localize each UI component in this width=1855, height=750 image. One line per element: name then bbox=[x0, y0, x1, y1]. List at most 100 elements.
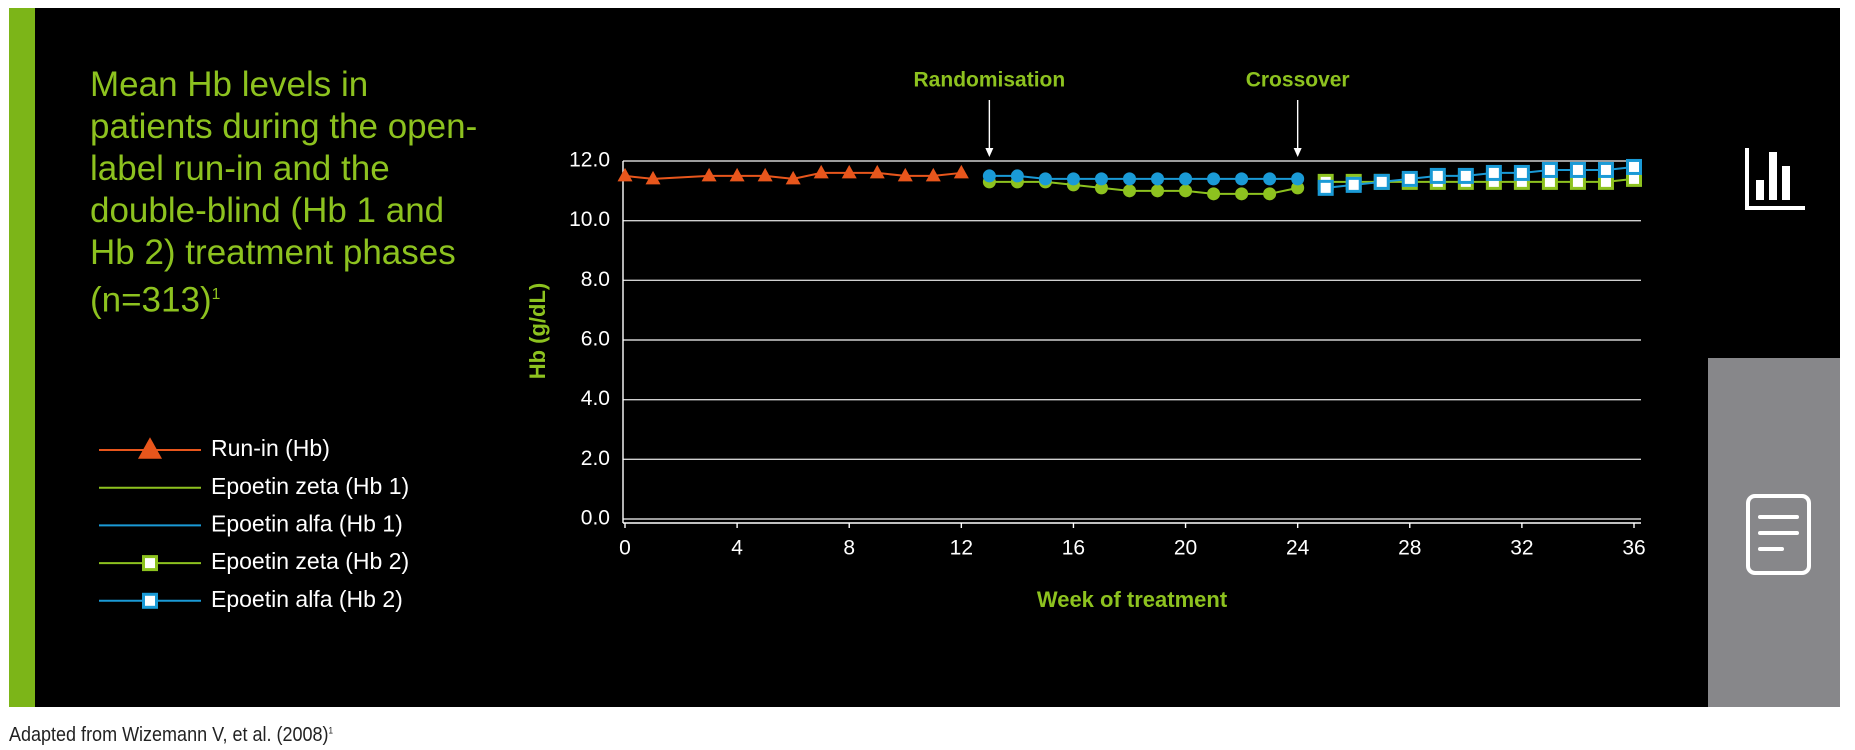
triangle-marker bbox=[897, 167, 913, 182]
triangle-marker bbox=[729, 167, 745, 182]
circle-marker bbox=[1151, 172, 1165, 186]
triangle-marker bbox=[813, 164, 829, 179]
series bbox=[617, 164, 969, 185]
title-sup: 1 bbox=[211, 286, 221, 303]
square-marker bbox=[1597, 161, 1614, 178]
series bbox=[982, 169, 1305, 186]
icon-part bbox=[1745, 206, 1805, 210]
circle-marker bbox=[1207, 172, 1221, 186]
circle-marker bbox=[1235, 187, 1249, 201]
series-line bbox=[989, 180, 1298, 195]
legend-label: Epoetin alfa (Hb 1) bbox=[211, 510, 403, 536]
circle-marker bbox=[1123, 172, 1136, 186]
series-line bbox=[1325, 177, 1635, 183]
square-marker bbox=[1513, 164, 1530, 181]
x-tick-label: 32 bbox=[1510, 537, 1533, 560]
square-marker bbox=[142, 555, 158, 572]
triangle-marker bbox=[869, 164, 885, 179]
triangle-marker bbox=[841, 164, 857, 179]
square-marker bbox=[1345, 176, 1362, 193]
footnote: Adapted from Wizemann V, et al. (2008)1 bbox=[9, 724, 333, 747]
circle-marker bbox=[1094, 181, 1108, 195]
y-axis-label: Hb (g/dL) bbox=[525, 283, 550, 380]
circle-marker bbox=[1179, 172, 1193, 186]
square-marker bbox=[1569, 161, 1586, 178]
icon-part bbox=[1746, 494, 1811, 575]
footnote-text: Adapted from Wizemann V, et al. (2008) bbox=[9, 724, 329, 746]
x-tick-label: 24 bbox=[1286, 537, 1310, 560]
x-axis-label: Week of treatment bbox=[1037, 587, 1228, 612]
x-tick-label: 8 bbox=[843, 537, 855, 560]
icon-part bbox=[1745, 148, 1749, 210]
circle-marker bbox=[1010, 169, 1024, 183]
legend-label: Epoetin alfa (Hb 2) bbox=[211, 586, 403, 612]
circle-marker bbox=[1235, 172, 1249, 186]
arrow-head bbox=[1293, 148, 1302, 157]
accent-stripe bbox=[9, 8, 35, 707]
document-icon[interactable] bbox=[1746, 494, 1811, 575]
y-tick-label: 10.0 bbox=[569, 208, 610, 231]
circle-marker bbox=[1263, 172, 1277, 186]
series-line bbox=[989, 174, 1298, 180]
square-marker bbox=[1373, 173, 1390, 190]
circle-marker bbox=[982, 169, 996, 183]
annotation: Randomisation bbox=[914, 69, 1066, 92]
x-tick-label: 28 bbox=[1398, 537, 1421, 560]
triangle-marker bbox=[757, 167, 773, 182]
icon-part bbox=[1769, 152, 1777, 200]
footnote-sup: 1 bbox=[328, 725, 334, 736]
square-marker bbox=[1541, 161, 1558, 178]
y-tick-label: 4.0 bbox=[581, 387, 610, 410]
circle-marker bbox=[1207, 187, 1221, 201]
x-tick-label: 16 bbox=[1062, 537, 1085, 560]
circle-marker bbox=[1123, 184, 1136, 198]
y-tick-label: 2.0 bbox=[581, 447, 610, 470]
x-tick-label: 12 bbox=[950, 537, 973, 560]
series bbox=[1317, 158, 1642, 196]
triangle-marker bbox=[645, 170, 661, 185]
x-tick-label: 20 bbox=[1174, 537, 1197, 560]
chart-icon[interactable] bbox=[1745, 148, 1805, 210]
square-marker bbox=[1317, 179, 1334, 196]
square-marker bbox=[142, 592, 158, 609]
circle-marker bbox=[1038, 172, 1052, 186]
series-line bbox=[1325, 165, 1635, 189]
circle-marker bbox=[1066, 172, 1080, 186]
x-tick-label: 0 bbox=[619, 537, 631, 560]
circle-marker bbox=[1291, 172, 1305, 186]
circle-marker bbox=[1179, 184, 1193, 198]
x-tick-label: 36 bbox=[1622, 537, 1645, 560]
circle-marker bbox=[1291, 181, 1305, 195]
square-marker bbox=[1626, 158, 1642, 175]
y-tick-label: 12.0 bbox=[569, 149, 610, 172]
x-tick-label: 4 bbox=[731, 537, 743, 560]
legend-label: Epoetin zeta (Hb 2) bbox=[211, 548, 409, 574]
y-tick-label: 8.0 bbox=[581, 268, 610, 291]
y-tick-label: 0.0 bbox=[581, 507, 610, 530]
legend-label: Run-in (Hb) bbox=[211, 435, 330, 461]
triangle-marker bbox=[138, 437, 162, 459]
square-marker bbox=[1401, 170, 1418, 187]
title-text: Mean Hb levels in patients during the op… bbox=[90, 65, 478, 320]
arrow-head bbox=[985, 148, 994, 157]
series-line bbox=[624, 171, 962, 180]
circle-marker bbox=[1151, 184, 1165, 198]
y-tick-label: 6.0 bbox=[581, 328, 610, 351]
square-marker bbox=[1429, 167, 1446, 184]
icon-part bbox=[1782, 166, 1790, 200]
icon-part bbox=[1756, 180, 1764, 200]
triangle-marker bbox=[953, 164, 969, 179]
circle-marker bbox=[1263, 187, 1277, 201]
triangle-marker bbox=[701, 167, 717, 182]
square-marker bbox=[1457, 167, 1474, 184]
triangle-marker bbox=[617, 167, 633, 182]
square-marker bbox=[1485, 164, 1502, 181]
panel bbox=[9, 8, 1840, 707]
circle-marker bbox=[1094, 172, 1108, 186]
annotation: Crossover bbox=[1246, 69, 1350, 92]
triangle-marker bbox=[785, 170, 801, 185]
chart-title: Mean Hb levels in patients during the op… bbox=[90, 64, 490, 322]
triangle-marker bbox=[925, 167, 941, 182]
